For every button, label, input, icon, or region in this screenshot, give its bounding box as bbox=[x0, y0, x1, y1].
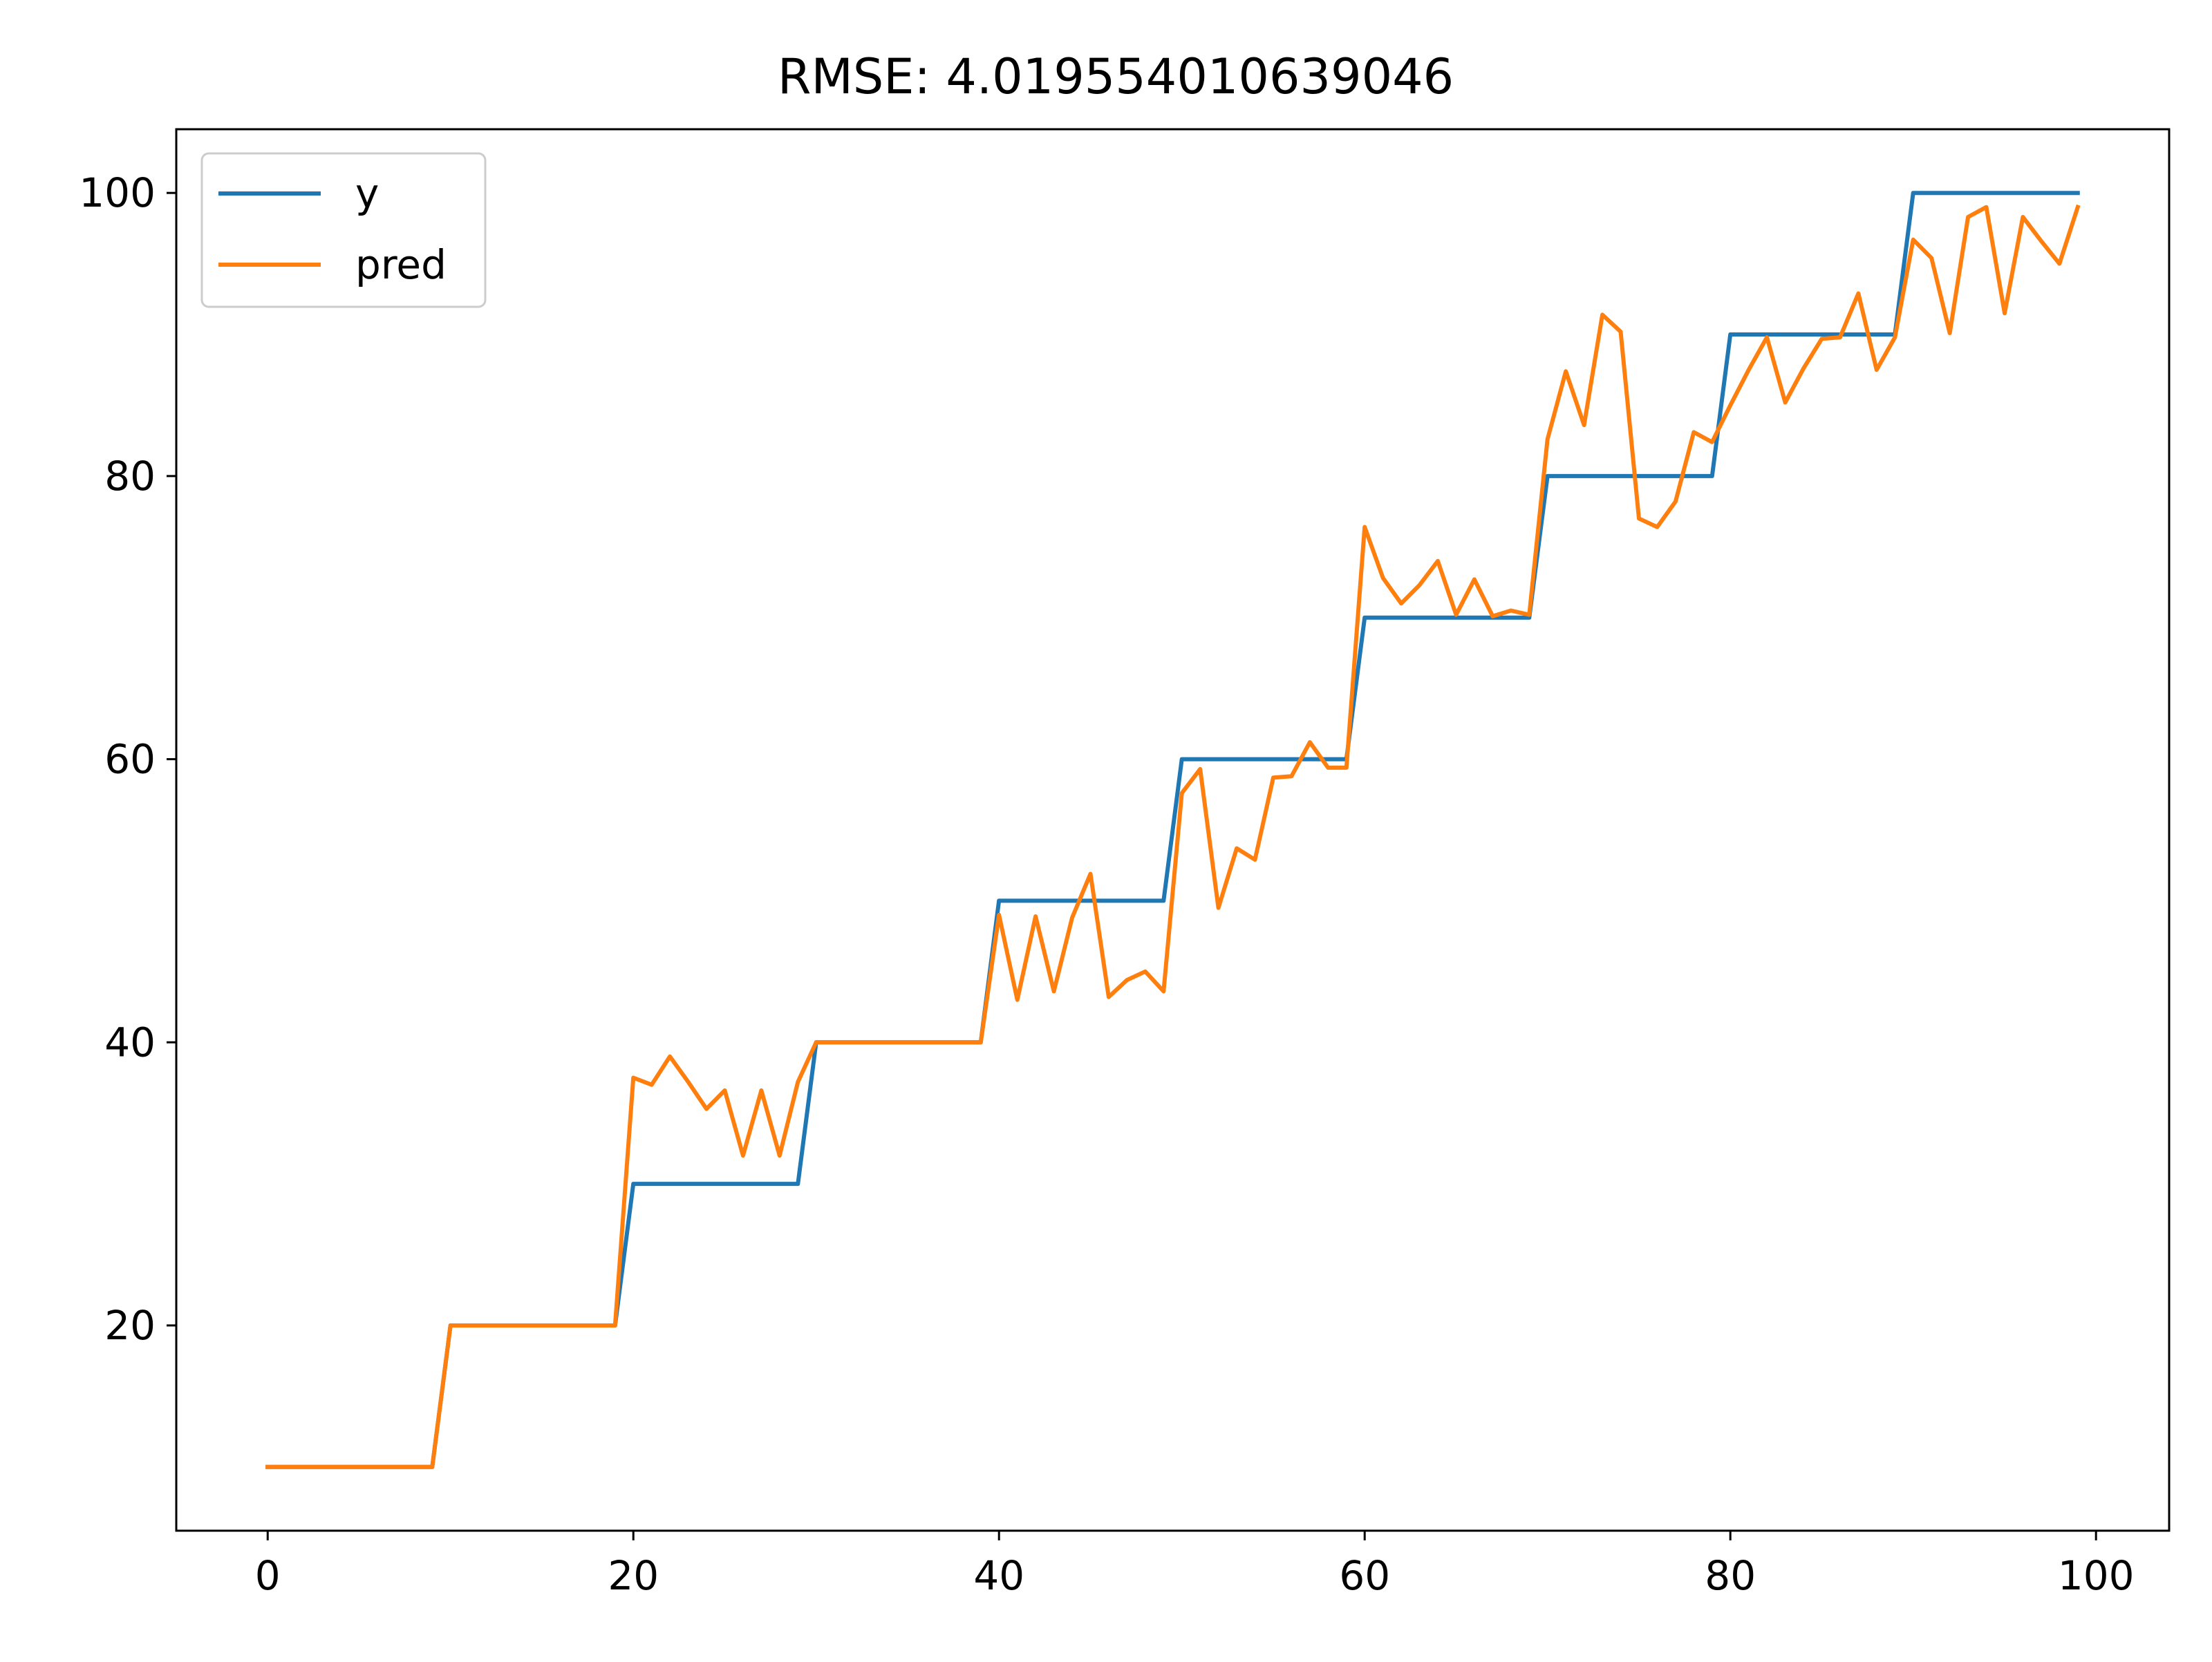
series-line-pred bbox=[265, 204, 2081, 1469]
axes-frame bbox=[175, 128, 2171, 1532]
x-tick-label: 40 bbox=[973, 1552, 1024, 1599]
x-tick-label: 0 bbox=[255, 1552, 281, 1599]
x-tick-label: 100 bbox=[2058, 1552, 2135, 1599]
y-tick-label: 20 bbox=[104, 1302, 156, 1349]
y-tick-label: 80 bbox=[104, 453, 156, 500]
chart-title: RMSE: 4.019554010639046 bbox=[778, 48, 1454, 105]
x-tick-label: 20 bbox=[608, 1552, 659, 1599]
x-tick-label: 80 bbox=[1705, 1552, 1756, 1599]
y-tick-label: 40 bbox=[104, 1019, 156, 1066]
y-tick-label: 100 bbox=[79, 169, 156, 216]
axes: 0 20 40 60 80 100 20 40 60 80 100 bbox=[79, 128, 2171, 1599]
plot-area bbox=[265, 191, 2081, 1469]
x-tick-label: 60 bbox=[1339, 1552, 1390, 1599]
y-tick-label: 60 bbox=[104, 736, 156, 783]
legend-label-pred: pred bbox=[355, 241, 447, 288]
legend: y pred bbox=[200, 152, 487, 308]
legend-label-y: y bbox=[355, 170, 379, 217]
